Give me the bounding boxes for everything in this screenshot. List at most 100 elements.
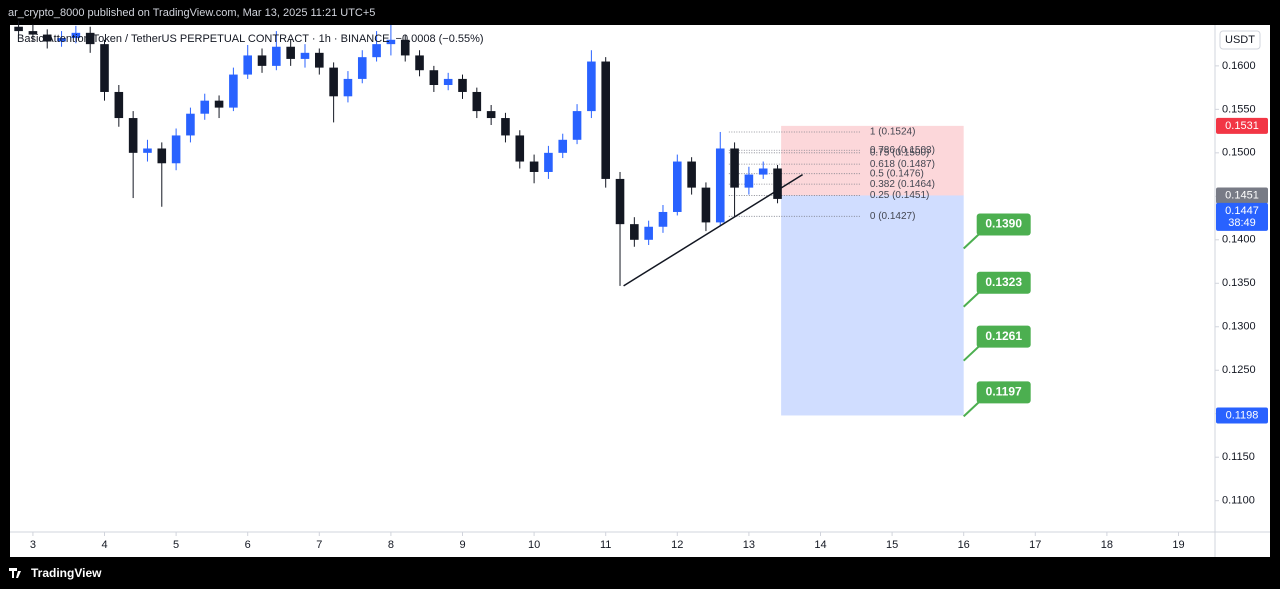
candle-body xyxy=(114,91,124,119)
candle-body xyxy=(143,148,152,153)
x-tick-label: 8 xyxy=(388,539,394,551)
unit-box xyxy=(1219,30,1261,50)
x-tick-label: 15 xyxy=(886,539,898,551)
change: −0.0008 (−0.55%) xyxy=(396,33,484,45)
candle-body xyxy=(357,57,367,79)
target-label: 0.1197 xyxy=(986,385,1022,399)
target-label: 0.1323 xyxy=(985,275,1022,289)
candle-body xyxy=(687,161,696,188)
candle-body xyxy=(329,67,338,97)
x-tick-label: 4 xyxy=(101,539,107,551)
candle-body xyxy=(214,100,224,108)
candle-body xyxy=(243,55,253,75)
candle-body xyxy=(186,113,195,136)
fib-label: 0.75 (0.1500) xyxy=(870,147,930,158)
price-badge-label: 0.1198 xyxy=(1226,409,1259,421)
target-badge xyxy=(976,381,1031,404)
y-tick-label: 0.1400 xyxy=(1222,234,1256,246)
target-label: 0.1261 xyxy=(985,329,1022,343)
candle-body xyxy=(529,161,539,172)
y-tick-label: 0.1250 xyxy=(1222,364,1256,376)
candle-body xyxy=(715,148,725,223)
chart-area xyxy=(10,25,1270,557)
target-zone xyxy=(781,195,964,416)
y-tick-label: 0.1600 xyxy=(1222,60,1256,72)
candle-body xyxy=(343,78,353,97)
candle-body xyxy=(701,187,711,223)
target-pointer xyxy=(963,232,981,250)
fib-label: 0 (0.1427) xyxy=(870,211,916,222)
candle-body xyxy=(229,74,238,108)
fib-label: 1 (0.1524) xyxy=(870,127,916,138)
x-tick-label: 3 xyxy=(30,539,36,551)
candle-body xyxy=(400,39,410,56)
candle-body xyxy=(171,135,181,164)
footer-brand: TradingView xyxy=(31,566,102,580)
candle-body xyxy=(486,111,496,119)
candle-body xyxy=(443,78,453,86)
target-pointer xyxy=(963,400,981,418)
candle-body xyxy=(458,78,467,92)
symbol: Basic Attention Token / TetherUS PERPETU… xyxy=(17,33,390,45)
price-badge-label: 0.1451 xyxy=(1225,189,1259,201)
y-tick-label: 0.1300 xyxy=(1222,321,1256,333)
y-tick-label: 0.1550 xyxy=(1222,103,1256,115)
x-tick-label: 11 xyxy=(600,539,611,551)
candle-body xyxy=(286,46,295,59)
target-badge xyxy=(976,213,1031,236)
candle-body xyxy=(386,39,396,45)
footer-logo xyxy=(9,568,21,578)
publish-info: ar_crypto_8000 published on TradingView.… xyxy=(8,7,375,19)
y-unit: USDT xyxy=(1225,34,1255,46)
candle-body xyxy=(85,32,95,45)
candle-body xyxy=(415,55,424,71)
x-tick-label: 17 xyxy=(1029,539,1041,551)
fib-label: 0.382 (0.1464) xyxy=(870,179,935,190)
x-tick-label: 5 xyxy=(173,539,179,551)
target-label: 0.1390 xyxy=(985,217,1022,231)
x-tick-label: 7 xyxy=(316,539,322,551)
price-badge-label: 0.1447 xyxy=(1225,205,1259,217)
candle-body xyxy=(71,32,81,39)
candle-body xyxy=(28,31,38,35)
candle-body xyxy=(615,178,625,225)
candle-body xyxy=(429,70,439,86)
trendline xyxy=(623,173,803,287)
x-tick-label: 18 xyxy=(1101,539,1113,551)
price-badge xyxy=(1216,202,1268,231)
candle-body xyxy=(42,34,52,42)
candle-body xyxy=(758,168,768,175)
candle-body xyxy=(601,61,610,179)
candle-body xyxy=(128,118,138,153)
price-badge-label: 0.1531 xyxy=(1225,120,1259,132)
chart-title: Basic Attention Token / TetherUS PERPETU… xyxy=(17,33,484,45)
x-tick-label: 6 xyxy=(245,539,251,551)
candle-body xyxy=(300,52,310,59)
target-pointer xyxy=(963,344,981,362)
candle-body xyxy=(630,224,639,240)
price-badge-timer: 38:49 xyxy=(1228,217,1256,229)
target-pointer xyxy=(963,291,981,308)
x-tick-label: 10 xyxy=(528,539,540,551)
candle-body xyxy=(372,44,381,58)
x-tick-label: 19 xyxy=(1172,539,1184,551)
candle-body xyxy=(157,148,167,164)
candle-body xyxy=(658,211,668,227)
candle-body xyxy=(472,91,482,112)
y-tick-label: 0.1350 xyxy=(1222,277,1256,289)
candle-body xyxy=(730,148,739,188)
fib-label: 0.5 (0.1476) xyxy=(870,168,924,179)
candle-body xyxy=(558,139,568,153)
target-badge xyxy=(976,271,1031,294)
x-tick-label: 9 xyxy=(459,539,465,551)
candle-body xyxy=(272,46,281,66)
candle-body xyxy=(14,26,23,32)
fib-label: 0.618 (0.1487) xyxy=(870,159,935,170)
candle-body xyxy=(572,111,582,140)
fib-label: 0.786 (0.1503) xyxy=(870,145,935,156)
y-tick-label: 0.1150 xyxy=(1222,451,1255,463)
candle-body xyxy=(644,226,653,240)
candle-body xyxy=(257,55,267,66)
fib-label: 0.25 (0.1451) xyxy=(870,190,930,201)
